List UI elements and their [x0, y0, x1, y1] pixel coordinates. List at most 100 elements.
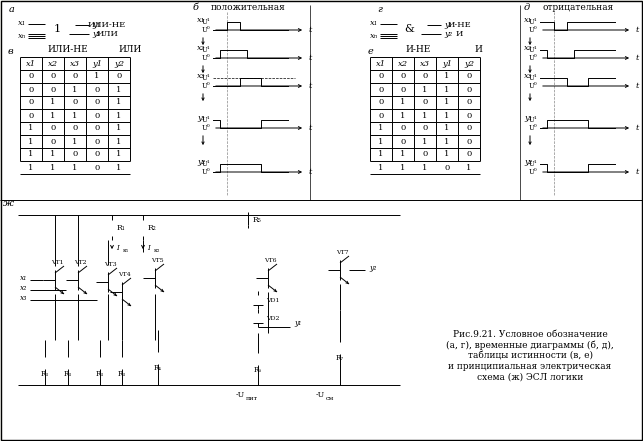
Text: в: в — [7, 48, 13, 56]
Text: y2: y2 — [114, 60, 124, 67]
Circle shape — [26, 288, 30, 292]
Text: 1: 1 — [28, 138, 33, 146]
Text: 1: 1 — [401, 112, 406, 120]
Text: I: I — [116, 244, 119, 252]
Text: VT1: VT1 — [51, 261, 63, 265]
Circle shape — [421, 22, 427, 28]
Text: И: И — [474, 45, 482, 55]
Text: 0: 0 — [422, 150, 428, 158]
Text: y₁: y₁ — [524, 114, 532, 122]
Bar — [254, 353, 262, 365]
Text: отрицательная: отрицательная — [543, 4, 613, 12]
Text: x₁: x₁ — [197, 16, 205, 24]
Text: 1: 1 — [28, 164, 33, 172]
Text: R₃: R₃ — [118, 370, 126, 377]
Bar — [154, 351, 162, 363]
Circle shape — [69, 22, 75, 28]
Text: 1: 1 — [444, 124, 449, 132]
Bar — [96, 356, 104, 369]
Text: 1: 1 — [53, 24, 60, 34]
Text: 0: 0 — [466, 112, 471, 120]
Text: а: а — [9, 5, 15, 15]
Text: y₂: y₂ — [369, 264, 377, 272]
Text: VT4: VT4 — [118, 273, 131, 277]
Text: R₆: R₆ — [254, 366, 262, 374]
Bar — [336, 341, 344, 354]
Text: y₂: y₂ — [524, 158, 532, 166]
Text: x2: x2 — [48, 60, 58, 67]
Text: 0: 0 — [466, 72, 471, 81]
Text: xₙ: xₙ — [18, 32, 26, 40]
Text: И: И — [455, 30, 463, 38]
Circle shape — [26, 278, 30, 282]
Text: 0: 0 — [50, 86, 56, 93]
Text: U⁰: U⁰ — [201, 124, 210, 132]
Text: ИЛИ: ИЛИ — [118, 45, 141, 55]
Text: И-НЕ: И-НЕ — [447, 21, 471, 29]
Text: 0: 0 — [401, 72, 406, 81]
Text: 0: 0 — [422, 72, 428, 81]
Text: x2: x2 — [398, 60, 408, 67]
Text: 0: 0 — [422, 98, 428, 106]
Text: 0: 0 — [378, 86, 384, 93]
Text: 1: 1 — [444, 72, 449, 81]
Text: -U: -U — [235, 391, 244, 399]
Text: 1: 1 — [378, 138, 384, 146]
Text: y₁: y₁ — [444, 21, 452, 29]
Text: г: г — [377, 5, 383, 15]
Bar — [41, 356, 49, 369]
Text: 1: 1 — [72, 86, 78, 93]
Circle shape — [26, 298, 30, 302]
Text: U¹: U¹ — [201, 74, 210, 82]
Text: U¹: U¹ — [529, 18, 537, 26]
Text: 0: 0 — [50, 72, 56, 81]
Text: Рис.9.21. Условное обозначение
(а, г), временные диаграммы (б, д),
таблицы истин: Рис.9.21. Условное обозначение (а, г), в… — [446, 330, 614, 381]
Text: t: t — [308, 168, 312, 176]
Text: 0: 0 — [466, 138, 471, 146]
Text: x1: x1 — [26, 60, 36, 67]
Text: 0: 0 — [95, 124, 100, 132]
Text: 1: 1 — [422, 86, 428, 93]
Text: 0: 0 — [95, 98, 100, 106]
Text: x1: x1 — [376, 60, 386, 67]
Text: U¹: U¹ — [201, 116, 210, 124]
Text: xₙ: xₙ — [370, 32, 378, 40]
Text: R₂: R₂ — [148, 224, 157, 232]
Text: x₂: x₂ — [524, 44, 532, 52]
Text: -U: -U — [316, 391, 325, 399]
Text: к₂: к₂ — [154, 247, 160, 253]
Text: t: t — [635, 82, 638, 90]
Text: x₁: x₁ — [21, 274, 28, 282]
Text: 0: 0 — [466, 150, 471, 158]
Text: U⁰: U⁰ — [201, 168, 210, 176]
Text: ИЛИ-НЕ: ИЛИ-НЕ — [88, 21, 126, 29]
Text: 1: 1 — [72, 164, 78, 172]
Text: U⁰: U⁰ — [201, 26, 210, 34]
Circle shape — [288, 323, 292, 327]
Text: 1: 1 — [444, 138, 449, 146]
Text: y₁: y₁ — [294, 319, 302, 327]
Text: 0: 0 — [28, 86, 33, 93]
Text: 1: 1 — [116, 86, 122, 93]
Text: x3: x3 — [70, 60, 80, 67]
Text: R₃: R₃ — [41, 370, 49, 377]
Text: И-НЕ: И-НЕ — [405, 45, 431, 55]
Bar — [244, 212, 252, 228]
Text: U⁰: U⁰ — [529, 54, 537, 62]
Text: 1: 1 — [116, 112, 122, 120]
Text: R₃: R₃ — [96, 370, 104, 377]
Text: 1: 1 — [422, 138, 428, 146]
Text: ИЛИ-НЕ: ИЛИ-НЕ — [48, 45, 88, 55]
Text: 0: 0 — [50, 138, 56, 146]
Text: 0: 0 — [444, 164, 449, 172]
Text: 1: 1 — [378, 164, 384, 172]
Text: 0: 0 — [401, 124, 406, 132]
Text: U⁰: U⁰ — [529, 124, 537, 132]
Text: 0: 0 — [401, 138, 406, 146]
Text: U⁰: U⁰ — [201, 54, 210, 62]
Text: I: I — [147, 244, 150, 252]
Circle shape — [318, 383, 322, 387]
Text: 0: 0 — [466, 124, 471, 132]
Text: б: б — [193, 4, 199, 12]
Text: t: t — [635, 168, 638, 176]
